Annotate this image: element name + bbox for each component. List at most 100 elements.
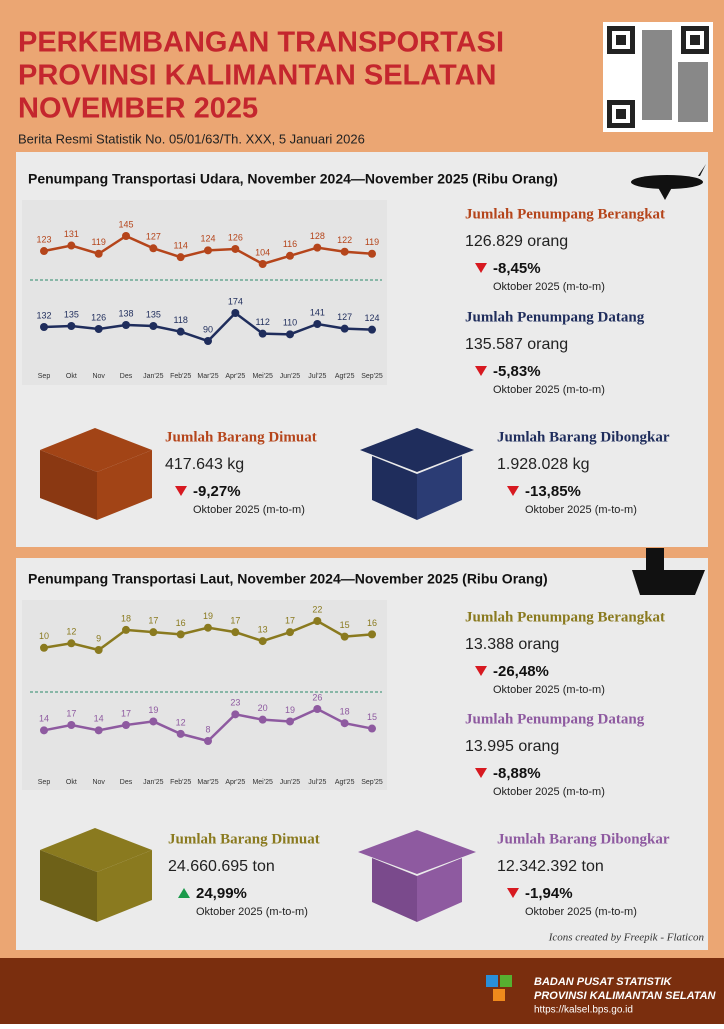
bps-logo	[486, 975, 512, 1001]
point	[368, 249, 376, 258]
x-tick-label: Des	[120, 779, 133, 786]
point	[204, 337, 212, 345]
stat-period: Oktober 2025 (m-to-m)	[193, 504, 305, 516]
sea-box-icon	[40, 828, 152, 922]
point	[231, 244, 240, 253]
point	[122, 625, 130, 634]
data-label: 17	[66, 708, 76, 718]
data-label: 127	[337, 312, 352, 322]
stat-label: Jumlah Penumpang Datang	[465, 309, 645, 325]
point	[94, 325, 103, 333]
data-label: 122	[337, 235, 352, 245]
point	[286, 330, 294, 339]
x-tick-label: Jan'25	[143, 373, 164, 380]
point	[94, 249, 103, 258]
arrow-down	[475, 366, 487, 376]
stat-period: Oktober 2025 (m-to-m)	[525, 906, 637, 918]
stat-change: 24,99%	[196, 885, 247, 902]
x-tick-label: Jun'25	[280, 373, 301, 380]
chart-title: Penumpang Transportasi Laut, November 20…	[28, 571, 548, 587]
stat-change: -26,48%	[493, 663, 549, 680]
data-label: 112	[255, 317, 269, 327]
data-label: 8	[205, 724, 210, 734]
data-label: 132	[36, 310, 51, 320]
point	[40, 726, 48, 735]
x-tick-label: Des	[120, 373, 133, 380]
data-label: 124	[364, 313, 379, 323]
data-label: 17	[285, 616, 295, 626]
point	[40, 247, 48, 256]
arrow-down	[507, 888, 519, 898]
data-label: 12	[66, 627, 76, 637]
data-label: 26	[312, 692, 322, 702]
arrow-down	[175, 486, 187, 496]
data-label: 135	[64, 309, 79, 319]
title-line: PROVINSI KALIMANTAN SELATAN	[18, 60, 497, 92]
data-label: 18	[340, 707, 350, 717]
credit: Icons created by Freepik - Flaticon	[548, 932, 705, 944]
data-label: 131	[64, 229, 79, 239]
point	[149, 717, 158, 726]
point	[286, 628, 294, 637]
data-label: 17	[121, 708, 131, 718]
point	[313, 617, 322, 625]
subtitle: Berita Resmi Statistik No. 05/01/63/Th. …	[18, 131, 365, 146]
point	[258, 260, 267, 268]
data-label: 13	[258, 624, 268, 634]
arrow-up	[178, 888, 190, 898]
org-name: PROVINSI KALIMANTAN SELATAN	[534, 990, 717, 1002]
air-chart-bg	[22, 200, 387, 385]
data-label: 174	[228, 296, 243, 306]
stat-label: Jumlah Penumpang Datang	[465, 711, 645, 727]
stat-value: 417.643 kg	[165, 456, 244, 473]
data-label: 119	[91, 237, 105, 247]
stat-change: -1,94%	[525, 885, 573, 902]
data-label: 16	[176, 618, 186, 628]
point	[94, 646, 103, 654]
x-tick-label: Feb'25	[170, 779, 191, 786]
x-tick-label: Apr'25	[225, 373, 245, 380]
point	[286, 251, 294, 260]
org-url: https://kalsel.bps.go.id	[534, 1005, 633, 1016]
point	[149, 628, 158, 637]
x-tick-label: Agt'25	[335, 373, 355, 380]
chart-title: Penumpang Transportasi Udara, November 2…	[28, 171, 558, 187]
stat-change: -8,88%	[493, 765, 541, 782]
x-tick-label: Sep	[38, 373, 51, 380]
data-label: 104	[255, 247, 270, 257]
plane-icon	[631, 164, 706, 200]
x-tick-label: Sep'25	[361, 779, 383, 786]
stat-period: Oktober 2025 (m-to-m)	[196, 906, 308, 918]
point	[258, 637, 267, 646]
x-tick-label: Nov	[92, 779, 105, 786]
arrow-down	[507, 486, 519, 496]
stat-period: Oktober 2025 (m-to-m)	[493, 786, 605, 798]
point	[258, 329, 267, 338]
stat-change: -13,85%	[525, 483, 581, 500]
point	[122, 321, 130, 329]
data-label: 19	[285, 705, 295, 715]
stat-change: -8,45%	[493, 260, 541, 277]
stat-period: Oktober 2025 (m-to-m)	[525, 504, 637, 516]
x-tick-label: Agt'25	[335, 779, 355, 786]
point	[368, 325, 376, 334]
data-label: 118	[173, 315, 187, 325]
point	[340, 632, 349, 641]
point	[313, 320, 322, 328]
x-tick-label: Mar'25	[197, 779, 218, 786]
point	[231, 309, 240, 317]
qr-code	[603, 22, 713, 132]
x-tick-label: Okt	[66, 779, 77, 786]
air-box-icon	[40, 428, 152, 520]
data-label: 15	[367, 712, 377, 722]
footer	[0, 958, 724, 1024]
arrow-down	[475, 768, 487, 778]
data-label: 116	[283, 239, 297, 249]
data-label: 23	[230, 698, 240, 708]
point	[340, 324, 349, 333]
data-label: 126	[228, 232, 243, 242]
x-tick-label: Jul'25	[308, 779, 326, 786]
data-label: 126	[91, 312, 106, 322]
x-tick-label: Jul'25	[308, 373, 326, 380]
x-tick-label: Mar'25	[197, 373, 218, 380]
